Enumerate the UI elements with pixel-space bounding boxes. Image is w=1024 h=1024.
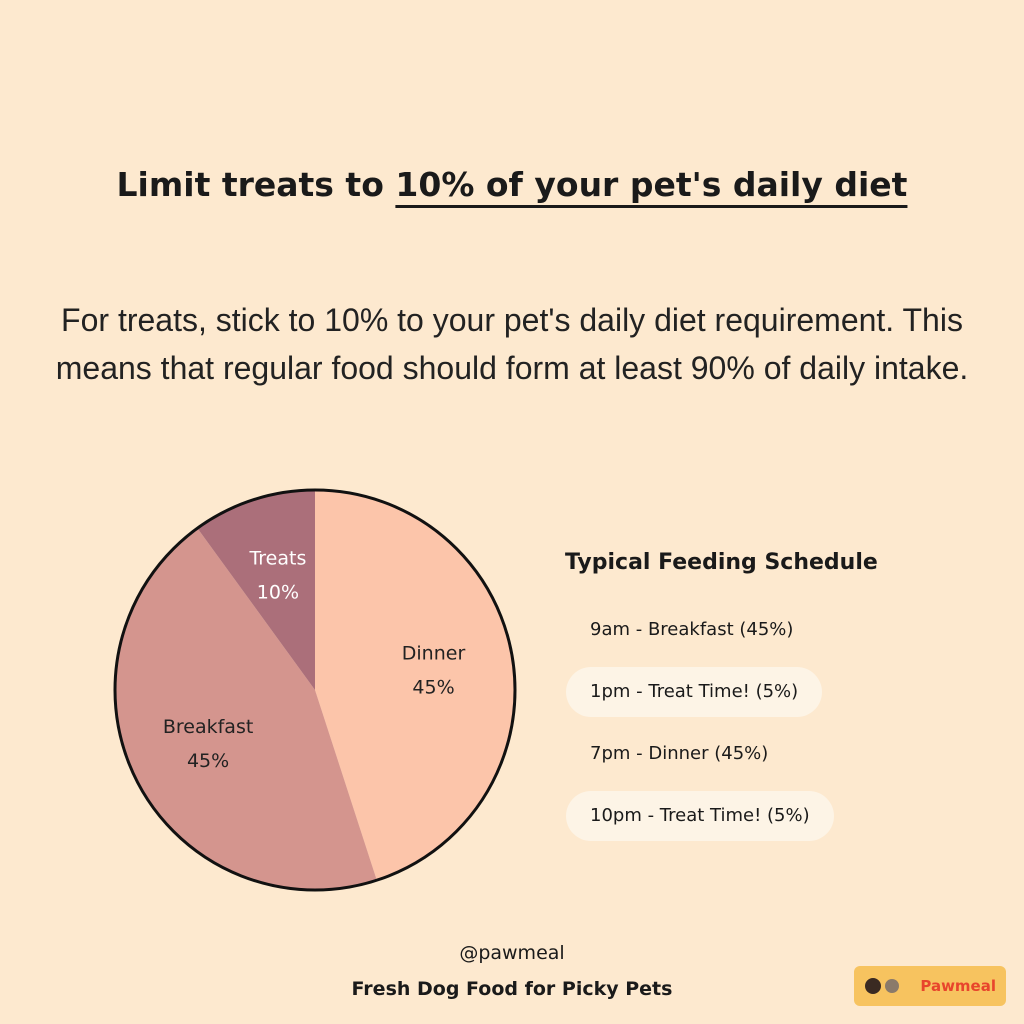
logo-icon (865, 978, 899, 994)
pie-slice (115, 528, 377, 890)
intro: For treats, stick to 10% to your pet's d… (55, 302, 969, 386)
slice-value: 10% (257, 581, 299, 603)
schedule-item: 10pm - Treat Time! (5%) (566, 791, 834, 841)
pie-outline (113, 488, 517, 892)
slice-value: 45% (412, 677, 454, 699)
logo: Pawmeal (854, 966, 1006, 1006)
title: Limit treats to 10% of your pet's daily … (0, 165, 1024, 204)
logo-text: Pawmeal (920, 977, 996, 995)
pie-slice (197, 490, 315, 690)
slice-name: Treats (248, 547, 306, 569)
slice-name: Dinner (402, 643, 466, 665)
title-emphasis: 10% of your pet's daily diet (395, 165, 908, 204)
handle: @pawmeal (459, 942, 565, 964)
schedule-title: Typical Feeding Schedule (565, 550, 878, 575)
tagline: Fresh Dog Food for Picky Pets (351, 978, 673, 1000)
pie-slice (315, 490, 515, 881)
slice-name: Breakfast (163, 716, 253, 738)
schedule-item: 7pm - Dinner (45%) (590, 743, 769, 764)
title-start: Limit treats to (116, 165, 384, 204)
slice-value: 45% (187, 750, 229, 772)
schedule-item: 9am - Breakfast (45%) (590, 619, 794, 640)
schedule-item: 1pm - Treat Time! (5%) (566, 667, 823, 717)
